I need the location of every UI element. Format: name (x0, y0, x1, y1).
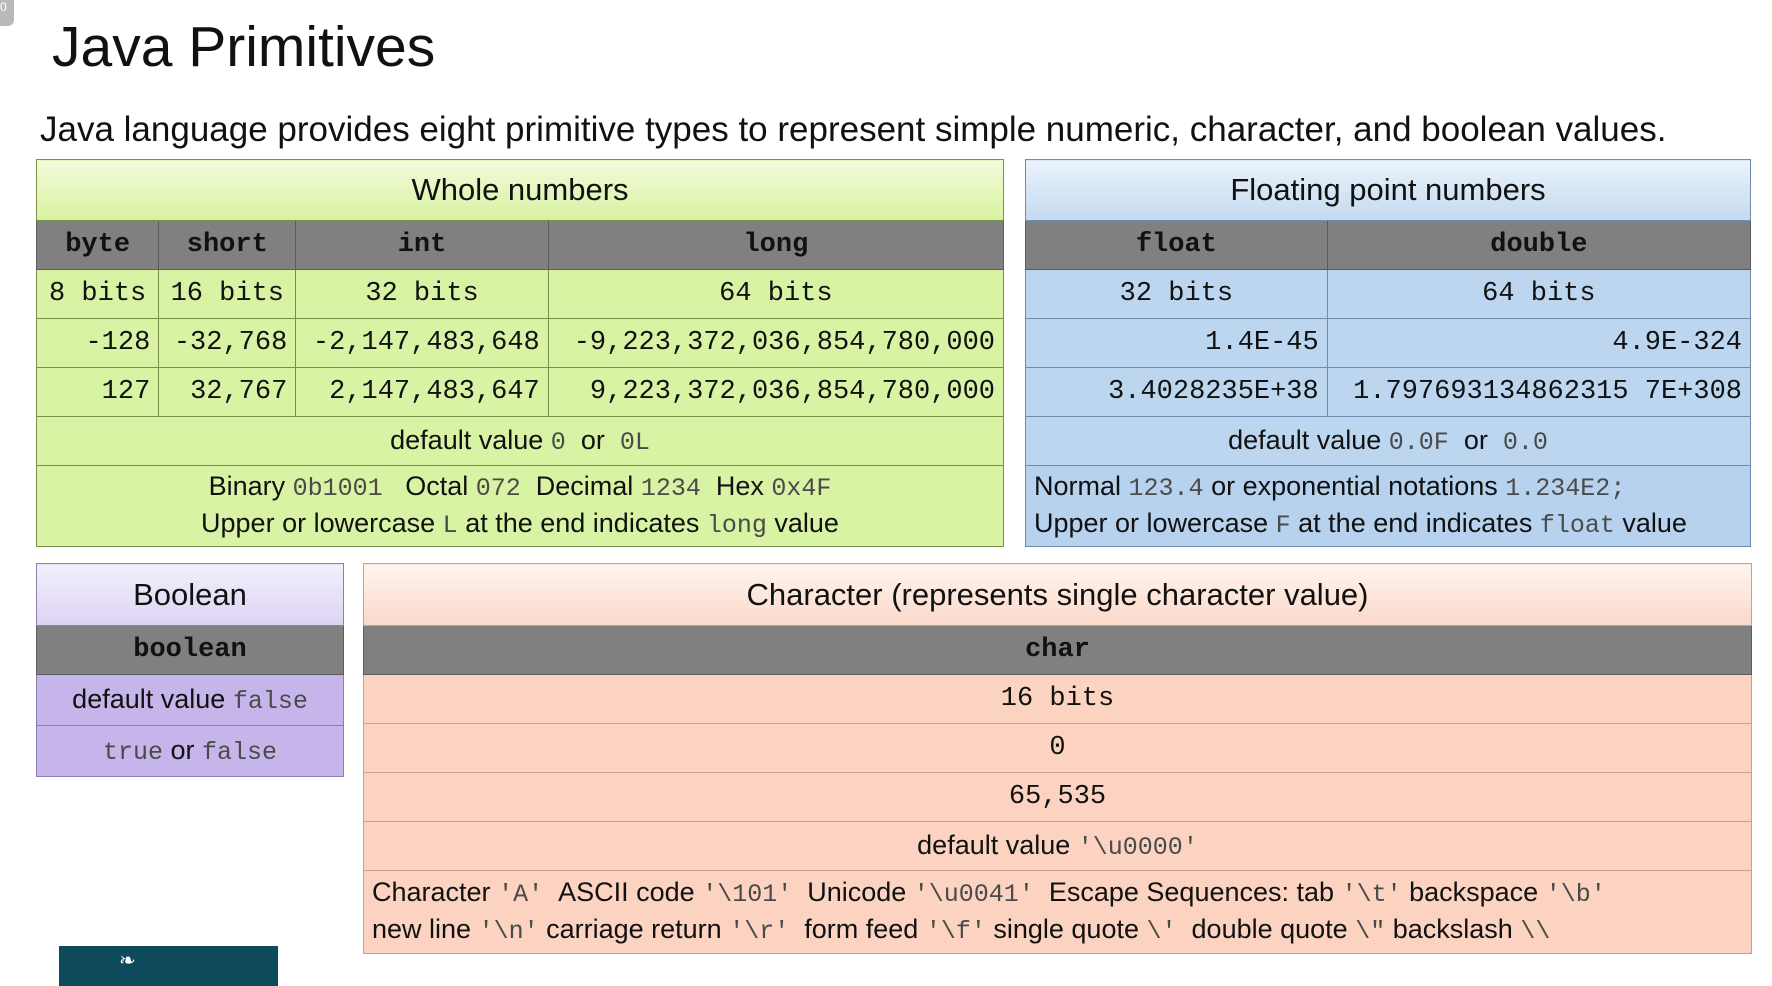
long-max: 9,223,372,036,854,780,000 (547, 367, 1005, 417)
long-min: -9,223,372,036,854,780,000 (547, 318, 1005, 368)
int-min: -2,147,483,648 (295, 318, 549, 368)
boolean-title: Boolean (36, 563, 344, 626)
float-min: 1.4E-45 (1025, 318, 1328, 368)
float-notation-note: Normal 123.4 or exponential notations 1.… (1034, 471, 1626, 503)
float-max: 3.4028235E+38 (1025, 367, 1328, 417)
double-max: 1.797693134862315 7E+308 (1326, 367, 1752, 417)
whole-literals: Binary 0b1001 Octal 072 Decimal 1234 Hex… (36, 465, 1004, 547)
header-float: float (1025, 220, 1328, 270)
slide-corner-marker: 0 (0, 0, 14, 26)
floating-point-title: Floating point numbers (1025, 159, 1751, 221)
header-long: long (547, 220, 1005, 270)
char-literal-line-1: Character 'A' ASCII code '\101' Unicode … (372, 877, 1606, 909)
whole-literal-formats: Binary 0b1001 Octal 072 Decimal 1234 Hex… (208, 471, 832, 503)
char-literals: Character 'A' ASCII code '\101' Unicode … (363, 870, 1752, 954)
int-bits: 32 bits (295, 269, 549, 319)
character-title: Character (represents single character v… (363, 563, 1752, 626)
byte-min: -128 (35, 318, 160, 368)
page-title: Java Primitives (52, 15, 436, 79)
char-literal-line-2: new line '\n' carriage return '\r' form … (372, 914, 1551, 946)
short-max: 32,767 (158, 367, 297, 417)
whole-numbers-title: Whole numbers (36, 159, 1004, 221)
int-max: 2,147,483,647 (295, 367, 549, 417)
byte-bits: 8 bits (35, 269, 160, 319)
header-short: short (158, 220, 297, 270)
logo-icon: ❧ (119, 950, 136, 972)
character-table: Character (represents single character v… (363, 563, 1752, 954)
double-bits: 64 bits (1326, 269, 1752, 319)
floating-point-table: Floating point numbers float double 32 b… (1025, 159, 1752, 547)
char-max: 65,535 (363, 772, 1752, 822)
double-min: 4.9E-324 (1326, 318, 1752, 368)
float-default-value: default value 0.0F or 0.0 (1025, 416, 1751, 466)
long-bits: 64 bits (547, 269, 1005, 319)
short-bits: 16 bits (158, 269, 297, 319)
boolean-default-value: default value false (36, 674, 344, 726)
header-int: int (295, 220, 549, 270)
header-byte: byte (35, 220, 160, 270)
intro-text: Java language provides eight primitive t… (40, 110, 1667, 149)
header-char: char (363, 625, 1752, 675)
header-boolean: boolean (36, 625, 344, 675)
boolean-table: Boolean boolean default value false true… (36, 563, 344, 777)
float-bits: 32 bits (1025, 269, 1328, 319)
whole-numbers-table: Whole numbers byte short int long 8 bits… (35, 159, 1005, 547)
boolean-values: true or false (36, 725, 344, 777)
short-min: -32,768 (158, 318, 297, 368)
byte-max: 127 (35, 367, 160, 417)
whole-long-suffix-note: Upper or lowercase L at the end indicate… (201, 508, 839, 540)
logo-badge: ❧ (59, 946, 278, 986)
float-suffix-note: Upper or lowercase F at the end indicate… (1034, 508, 1687, 540)
float-literals: Normal 123.4 or exponential notations 1.… (1025, 465, 1751, 547)
char-min: 0 (363, 723, 1752, 773)
header-double: double (1326, 220, 1752, 270)
char-bits: 16 bits (363, 674, 1752, 724)
whole-default-value: default value 0 or 0L (36, 416, 1004, 466)
char-default-value: default value '\u0000' (363, 821, 1752, 871)
